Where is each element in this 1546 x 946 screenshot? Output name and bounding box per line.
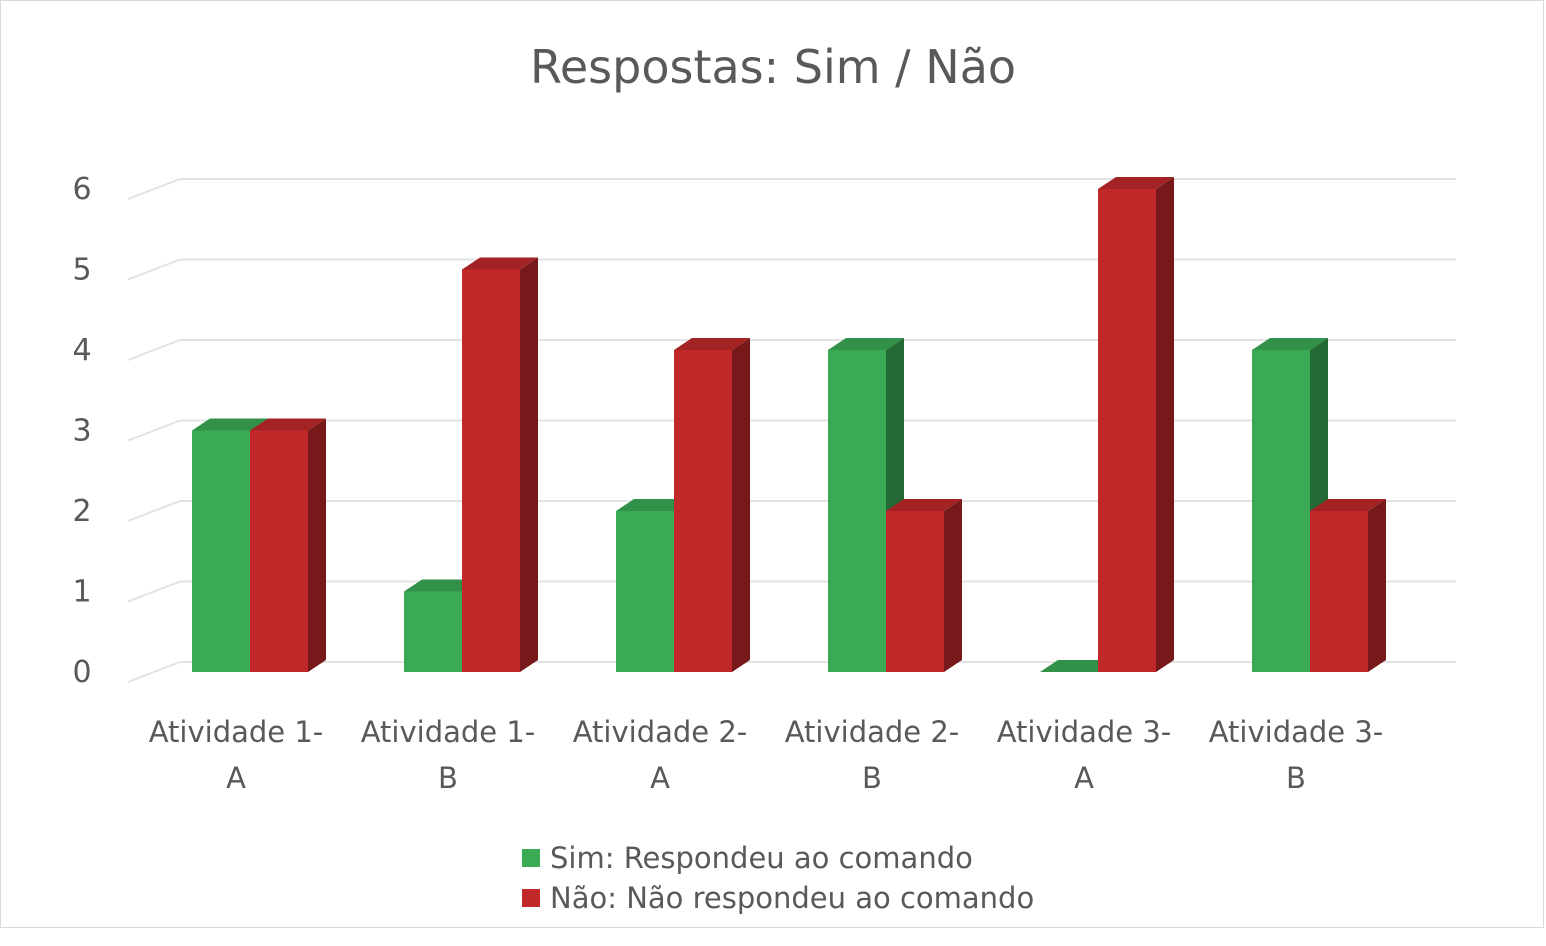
gridline-diagonal: [127, 258, 181, 281]
legend-item-nao: Não: Não respondeu ao comando: [522, 878, 1034, 918]
bar-top: [462, 257, 538, 270]
bar-top: [828, 338, 904, 350]
bar: [462, 257, 538, 672]
legend-item-sim: Sim: Respondeu ao comando: [522, 838, 1034, 878]
bar-front: [1098, 189, 1156, 672]
x-tick-label-line: A: [1074, 761, 1094, 795]
y-tick-label: 6: [72, 172, 91, 207]
y-tick-label: 5: [72, 253, 91, 288]
bars: [192, 177, 1386, 673]
bar-front: [462, 269, 520, 672]
bar-top: [404, 579, 480, 592]
gridline-diagonal: [127, 339, 181, 361]
bar-front: [616, 511, 674, 672]
legend-label-sim: Sim: Respondeu ao comando: [550, 841, 973, 875]
bar-front: [404, 591, 462, 672]
x-tick-label-line: Atividade 3-: [997, 715, 1172, 749]
bar-front: [1252, 350, 1310, 672]
x-tick-label: Atividade 3- A: [997, 715, 1172, 795]
bar: [1040, 660, 1116, 673]
bar-top: [674, 338, 750, 350]
bar-top: [250, 418, 326, 431]
x-tick-label-line: A: [226, 761, 246, 795]
gridline-diagonal: [127, 178, 181, 200]
bar: [250, 418, 326, 672]
bar-top: [616, 499, 692, 511]
bar: [674, 338, 750, 672]
x-tick-label-line: Atividade 3-: [1209, 715, 1384, 749]
gridlines: [127, 178, 1456, 683]
bar-front: [886, 511, 944, 672]
bar: [1310, 499, 1386, 672]
bar-front: [192, 430, 250, 672]
y-tick-label: 0: [72, 655, 91, 690]
bar-top: [1310, 499, 1386, 511]
bar-side: [944, 499, 962, 672]
bar-front: [828, 350, 886, 672]
y-tick-label: 2: [72, 494, 91, 529]
y-axis: 0 1 2 3 4 5 6: [72, 172, 91, 690]
x-tick-label: Atividade 1- B: [361, 715, 536, 795]
chart-title: Respostas: Sim / Não: [529, 40, 1017, 94]
bar: [1098, 177, 1174, 672]
y-tick-label: 1: [72, 575, 91, 610]
gridline-diagonal: [127, 500, 181, 522]
x-tick-label: Atividade 1- A: [149, 715, 324, 795]
bar-top: [1040, 660, 1116, 672]
bar-top: [1098, 177, 1174, 189]
bar-front: [250, 430, 308, 672]
x-tick-label-line: A: [650, 761, 670, 795]
bar: [886, 499, 962, 672]
x-tick-label-line: B: [862, 761, 882, 795]
bar-top: [886, 499, 962, 511]
legend: Sim: Respondeu ao comando Não: Não respo…: [522, 838, 1034, 918]
x-tick-label-line: Atividade 2-: [785, 715, 960, 749]
bar-side: [1156, 177, 1174, 672]
legend-swatch-sim: [522, 849, 540, 867]
gridline-diagonal: [127, 580, 181, 603]
x-tick-label-line: B: [1286, 761, 1306, 795]
bar-front: [674, 350, 732, 672]
legend-swatch-nao: [522, 889, 540, 907]
gridline-diagonal: [127, 661, 181, 683]
legend-label-nao: Não: Não respondeu ao comando: [550, 881, 1035, 915]
bar-top: [192, 418, 268, 431]
x-tick-label: Atividade 2- A: [573, 715, 748, 795]
bar-side: [1368, 499, 1386, 672]
bar-side: [520, 257, 538, 672]
y-tick-label: 3: [72, 414, 91, 449]
bar-top: [1252, 338, 1328, 350]
x-tick-label: Atividade 3- B: [1209, 715, 1384, 795]
bar-front: [1310, 511, 1368, 672]
x-tick-label-line: Atividade 2-: [573, 715, 748, 749]
x-tick-label-line: Atividade 1-: [361, 715, 536, 749]
x-tick-label-line: Atividade 1-: [149, 715, 324, 749]
x-tick-label: Atividade 2- B: [785, 715, 960, 795]
bar-side: [732, 338, 750, 672]
x-tick-label-line: B: [438, 761, 458, 795]
gridline-diagonal: [127, 419, 181, 442]
y-tick-label: 4: [72, 333, 91, 368]
bar-side: [308, 418, 326, 672]
